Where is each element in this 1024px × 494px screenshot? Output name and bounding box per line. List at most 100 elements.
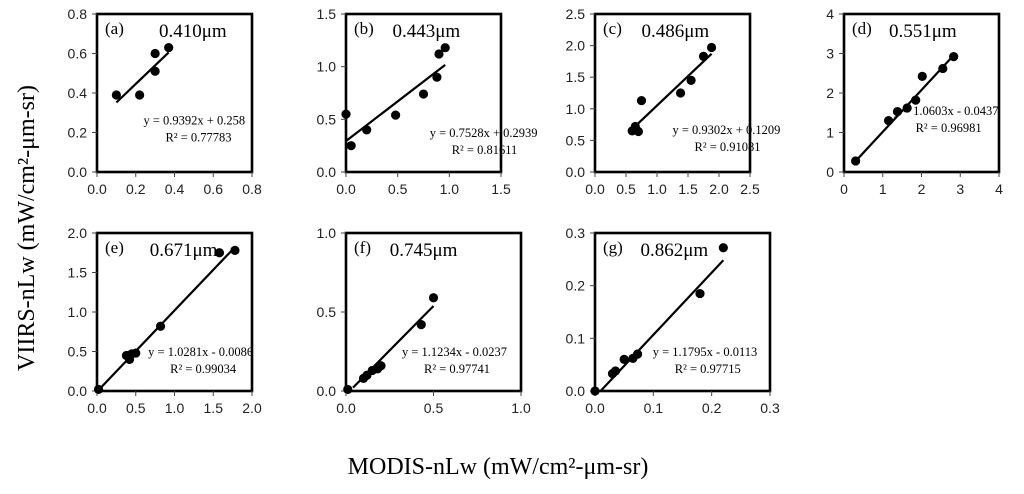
data-point (632, 349, 643, 359)
data-point (111, 90, 121, 100)
data-point (949, 52, 959, 62)
fit-equation: y = 0.9302x + 0.1209 (673, 123, 781, 137)
y-tick-label: 0.8 (68, 6, 88, 22)
x-tick-label: 1.5 (678, 181, 698, 197)
y-tick-label: 1.0 (566, 101, 586, 117)
data-point (418, 89, 429, 99)
panel-d: 0 1 2 3 4 0 1 2 3 4 (d) 0.551μm y = 1.0603x - 0.0437… (826, 6, 1003, 197)
y-tick-label: 1 (826, 125, 834, 141)
trend-line (97, 246, 236, 391)
data-point (376, 361, 386, 371)
panel-b: 0.0 0.5 1.0 1.5 0.0 0.5 1.0 1.5 (b) 0.443μm y = 0.… (317, 6, 538, 197)
y-tick-label: 1.5 (68, 265, 88, 281)
data-point (619, 354, 629, 364)
y-tick-label: 0.5 (566, 132, 586, 148)
panel-label: (b) (354, 19, 374, 38)
y-tick-label: 1.0 (68, 304, 88, 320)
x-tick-label: 1.0 (511, 400, 531, 416)
x-axis-title: MODIS-nLw (mW/cm²-μm-sr) (348, 454, 649, 480)
x-tick-label: 4 (995, 181, 1003, 197)
y-tick-label: 1.5 (566, 69, 586, 85)
y-tick-label: 0.5 (317, 111, 337, 127)
data-point (883, 116, 894, 126)
y-tick-label: 0.0 (566, 383, 586, 399)
y-tick-label: 0.1 (566, 330, 586, 346)
x-tick-label: 0.4 (165, 181, 185, 197)
x-tick-label: 0.0 (585, 400, 605, 416)
r-squared: R² = 0.91081 (695, 140, 761, 154)
wavelength-label: 0.862μm (641, 240, 709, 261)
y-tick-label: 0.0 (68, 383, 88, 399)
panel-label: (g) (603, 238, 623, 257)
data-point (911, 95, 921, 105)
x-tick-label: 0.2 (126, 181, 146, 197)
plot-frame (593, 12, 752, 174)
y-tick-label: 1.0 (317, 59, 337, 75)
data-point (590, 386, 600, 396)
wavelength-label: 0.410μm (159, 21, 227, 42)
r-squared: R² = 0.96981 (916, 121, 982, 135)
data-point (343, 384, 353, 395)
data-point (892, 106, 903, 117)
x-tick-label: 2.5 (740, 181, 760, 197)
y-tick-label: 0.0 (317, 383, 337, 399)
y-tick-label: 1.0 (317, 225, 337, 241)
panel-f: 0.0 0.5 1.0 0.0 0.5 1.0 (f) 0.745μm y = 1.1234x … (317, 225, 531, 416)
y-tick-label: 0.0 (68, 164, 88, 180)
x-tick-label: 1.0 (165, 400, 185, 416)
x-tick-label: 1 (879, 181, 887, 197)
y-axis-title: VIIRS-nLw (mW/cm²-μm-sr) (14, 85, 40, 371)
wavelength-label: 0.551μm (889, 21, 957, 42)
data-point (150, 48, 160, 59)
fit-equation: y = 0.9392x + 0.258 (144, 114, 246, 128)
data-point (135, 90, 145, 100)
y-tick-label: 0 (826, 164, 834, 180)
y-tick-label: 2 (826, 85, 834, 101)
x-tick-label: 1.0 (647, 181, 667, 197)
wavelength-label: 0.745μm (390, 240, 458, 261)
data-point (902, 103, 912, 113)
panel-g: 0.0 0.1 0.2 0.3 0.0 0.1 0.2 0.3 (g) 0.862μm y = 1.… (566, 225, 780, 416)
panel-e: 0.0 0.5 1.0 1.5 2.0 0.0 0.5 1.0 1.5 2.0 (e) 0.671μm… (68, 225, 262, 416)
data-point (636, 95, 647, 106)
x-tick-label: 1.5 (204, 400, 224, 416)
fit-equation: y = 1.1795x - 0.0113 (653, 345, 758, 359)
y-tick-label: 4 (826, 6, 834, 22)
panel-label: (e) (105, 238, 124, 257)
data-point (131, 348, 141, 358)
y-tick-label: 0.6 (68, 46, 88, 62)
x-tick-label: 3 (956, 181, 964, 197)
x-tick-label: 0.0 (87, 400, 107, 416)
data-point (917, 71, 927, 82)
panel-label: (f) (354, 238, 371, 257)
r-squared: R² = 0.97741 (424, 362, 490, 376)
x-tick-label: 0.1 (644, 400, 664, 416)
data-point (346, 141, 356, 151)
r-squared: R² = 0.99034 (170, 362, 237, 376)
x-tick-label: 0.0 (336, 400, 356, 416)
data-point (440, 43, 450, 53)
data-point (610, 366, 621, 376)
panel-label: (c) (603, 19, 622, 38)
fit-equation: y = 1.0603x - 0.0437 (894, 104, 999, 118)
data-point (416, 320, 426, 330)
y-tick-label: 2.0 (68, 225, 88, 241)
wavelength-label: 0.486μm (642, 21, 710, 42)
x-tick-label: 0.6 (204, 181, 224, 197)
data-point (938, 63, 948, 74)
data-point (686, 75, 696, 85)
x-tick-label: 1.0 (440, 181, 460, 197)
panel-c: 0.0 0.5 1.0 1.5 2.0 2.5 0.0 0.5 1.0 1.5 2.0 2.5 (c) 0… (566, 6, 781, 197)
x-tick-label: 2.0 (709, 181, 729, 197)
data-point (698, 51, 709, 61)
panels: 0.0 0.2 0.4 0.6 0.8 0.0 0.2 0.4 0.6 0.8 (a) 0.410μm… (68, 6, 1004, 416)
wavelength-label: 0.443μm (393, 21, 461, 42)
data-point (695, 288, 705, 299)
x-tick-label: 0.0 (336, 181, 356, 197)
data-point (155, 321, 166, 331)
x-tick-label: 0 (840, 181, 848, 197)
data-point (391, 110, 401, 120)
panel-label: (a) (105, 19, 124, 38)
y-tick-label: 0.2 (68, 125, 88, 141)
